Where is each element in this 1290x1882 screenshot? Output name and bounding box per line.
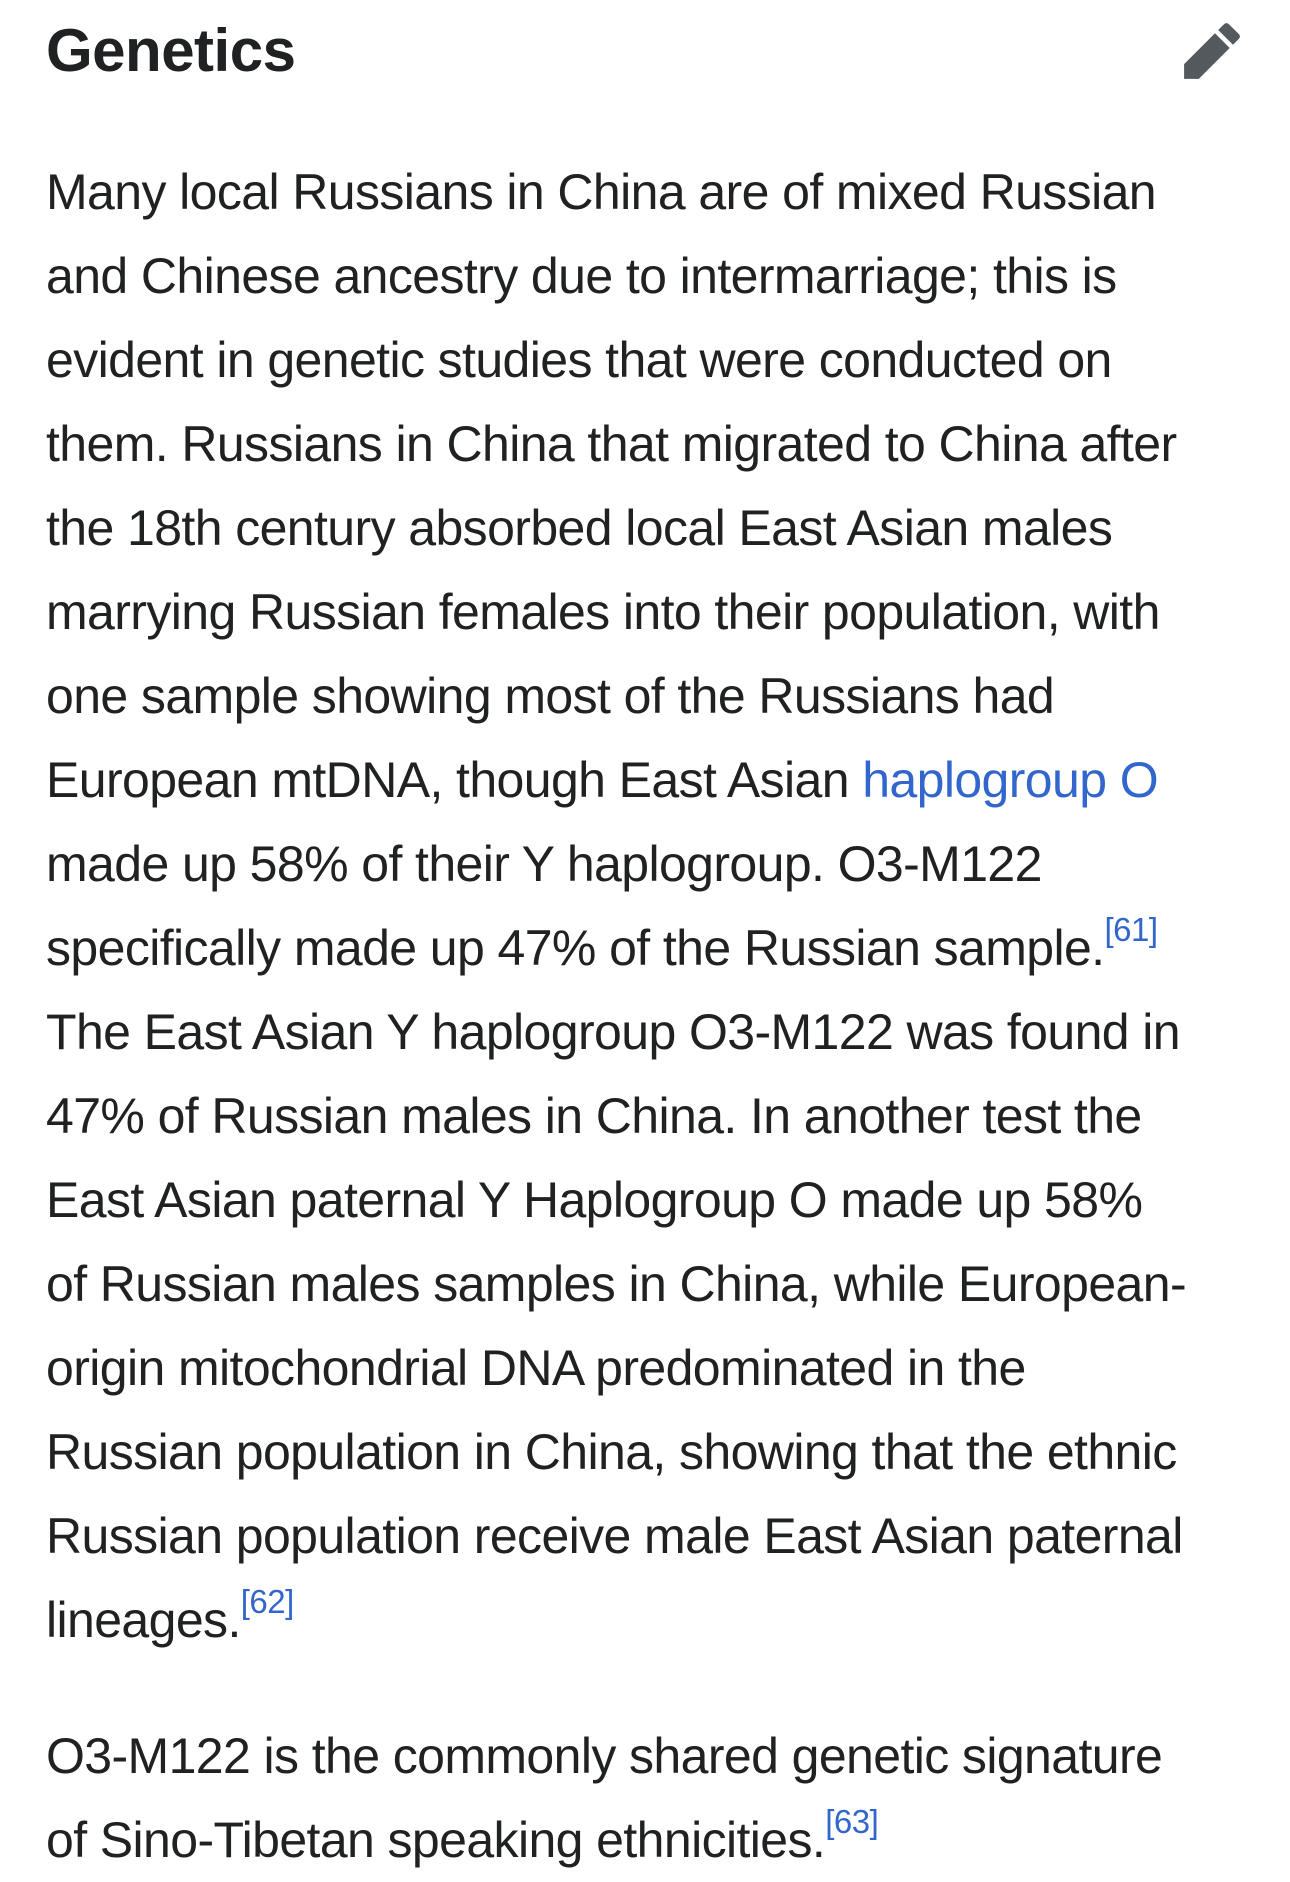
text-line: of Sino-Tibetan speaking ethnicities.[63… (46, 1798, 1244, 1882)
text-run: 47% of Russian males in China. In anothe… (46, 1088, 1142, 1144)
text-line: the 18th century absorbed local East Asi… (46, 486, 1244, 570)
text-run: lineages. (46, 1592, 241, 1648)
text-line: The East Asian Y haplogroup O3-M122 was … (46, 990, 1244, 1074)
text-line: Russian population in China, showing tha… (46, 1410, 1244, 1494)
article-section: Genetics Many local Russians in China ar… (0, 16, 1290, 1882)
wiki-link[interactable]: haplogroup O (862, 752, 1159, 808)
text-run: of Russian males samples in China, while… (46, 1256, 1187, 1312)
text-line: made up 58% of their Y haplogroup. O3-M1… (46, 822, 1244, 906)
text-line: Many local Russians in China are of mixe… (46, 150, 1244, 234)
text-run: Russian population in China, showing tha… (46, 1424, 1177, 1480)
text-line: East Asian paternal Y Haplogroup O made … (46, 1158, 1244, 1242)
text-line: specifically made up 47% of the Russian … (46, 906, 1244, 990)
text-run: evident in genetic studies that were con… (46, 332, 1112, 388)
text-run: European mtDNA, though East Asian (46, 752, 863, 808)
text-line: origin mitochondrial DNA predominated in… (46, 1326, 1244, 1410)
text-line: evident in genetic studies that were con… (46, 318, 1244, 402)
text-run: origin mitochondrial DNA predominated in… (46, 1340, 1026, 1396)
paragraph: O3-M122 is the commonly shared genetic s… (46, 1714, 1244, 1882)
text-line: them. Russians in China that migrated to… (46, 402, 1244, 486)
section-header: Genetics (46, 16, 1244, 86)
reference-citation[interactable]: [63] (825, 1803, 879, 1841)
text-run: Many local Russians in China are of mixe… (46, 164, 1157, 220)
text-line: of Russian males samples in China, while… (46, 1242, 1244, 1326)
text-line: O3-M122 is the commonly shared genetic s… (46, 1714, 1244, 1798)
text-line: Russian population receive male East Asi… (46, 1494, 1244, 1578)
reference-citation[interactable]: [62] (240, 1583, 295, 1621)
text-run: specifically made up 47% of the Russian … (46, 920, 1105, 976)
text-line: marrying Russian females into their popu… (46, 570, 1244, 654)
text-line: European mtDNA, though East Asian haplog… (46, 738, 1244, 822)
text-run: East Asian paternal Y Haplogroup O made … (46, 1172, 1143, 1228)
text-line: and Chinese ancestry due to intermarriag… (46, 234, 1244, 318)
text-line: one sample showing most of the Russians … (46, 654, 1244, 738)
section-body: Many local Russians in China are of mixe… (46, 150, 1244, 1882)
text-run: The East Asian Y haplogroup O3-M122 was … (46, 1004, 1181, 1060)
section-title: Genetics (46, 17, 296, 84)
edit-pencil-icon (1181, 20, 1243, 82)
text-run: made up 58% of their Y haplogroup. O3-M1… (46, 836, 1042, 892)
text-run: O3-M122 is the commonly shared genetic s… (46, 1728, 1163, 1784)
text-run: the 18th century absorbed local East Asi… (46, 500, 1113, 556)
text-run: of Sino-Tibetan speaking ethnicities. (46, 1812, 826, 1868)
reference-citation[interactable]: [61] (1104, 911, 1158, 949)
text-run: them. Russians in China that migrated to… (46, 416, 1177, 472)
text-run: marrying Russian females into their popu… (46, 584, 1160, 640)
text-run: one sample showing most of the Russians … (46, 668, 1055, 724)
text-run: Russian population receive male East Asi… (46, 1508, 1183, 1564)
edit-section-button[interactable] (1180, 19, 1244, 83)
text-run: and Chinese ancestry due to intermarriag… (46, 248, 1117, 304)
text-line: lineages.[62] (46, 1578, 1244, 1662)
paragraph: Many local Russians in China are of mixe… (46, 150, 1244, 1662)
text-line: 47% of Russian males in China. In anothe… (46, 1074, 1244, 1158)
